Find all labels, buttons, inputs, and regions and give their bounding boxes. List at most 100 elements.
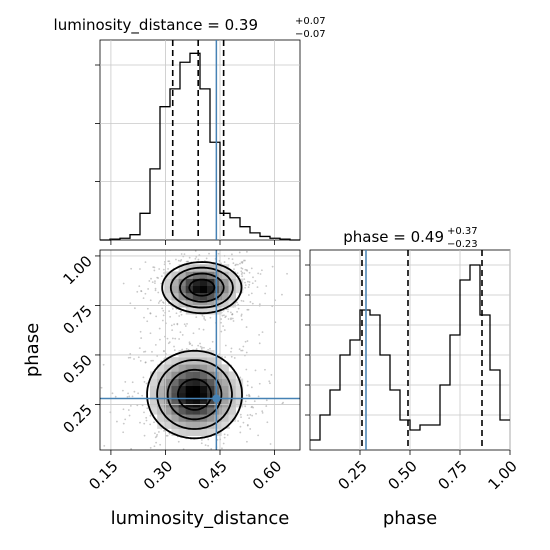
- joint-scatter-point: [161, 307, 164, 310]
- joint-density-cell: [221, 292, 229, 301]
- joint-density-cell: [228, 407, 237, 415]
- joint-scatter-point: [150, 277, 152, 280]
- joint-scatter-point: [223, 261, 226, 263]
- joint-scatter-point: [136, 290, 139, 293]
- joint-scatter-point: [240, 273, 243, 276]
- joint-scatter-point: [230, 355, 233, 358]
- joint-scatter-point: [180, 310, 183, 313]
- hist2-xtick-label: 1.00: [484, 457, 520, 493]
- joint-scatter-point: [246, 414, 249, 417]
- joint-scatter-point: [171, 337, 174, 340]
- joint-density-cell: [235, 278, 244, 287]
- joint-density-cell: [221, 421, 229, 429]
- joint-scatter-point: [204, 319, 207, 321]
- joint-scatter-point: [162, 268, 165, 271]
- joint-scatter-point: [159, 443, 162, 446]
- joint-scatter-point: [175, 312, 178, 315]
- joint-scatter-point: [250, 267, 253, 270]
- joint-density-cell: [185, 400, 194, 408]
- joint-scatter-point: [227, 308, 229, 311]
- joint-scatter-point: [188, 241, 190, 243]
- joint-density-cell: [185, 264, 194, 272]
- joint-scatter-point: [258, 382, 261, 385]
- joint-density-cell: [192, 371, 201, 379]
- joint-scatter-point: [223, 314, 225, 317]
- joint-scatter-point: [221, 314, 224, 317]
- joint-density-cell: [207, 307, 215, 315]
- joint-scatter-point: [111, 392, 114, 395]
- joint-density-cell: [185, 385, 194, 394]
- hist2-quantile-lines: [361, 250, 483, 450]
- joint-scatter-point: [248, 395, 251, 397]
- joint-density-cell: [235, 285, 244, 294]
- joint-scatter-point: [264, 292, 267, 295]
- joint-scatter-point: [201, 346, 203, 349]
- joint-scatter-point: [188, 343, 191, 345]
- joint-density-cell: [200, 350, 208, 358]
- joint-density-cell: [221, 364, 229, 372]
- joint-scatter-point: [209, 244, 211, 246]
- joint-density-cell: [164, 371, 172, 379]
- joint-scatter-point: [250, 292, 253, 295]
- joint-scatter-point: [245, 394, 248, 397]
- joint-density-cell: [171, 428, 179, 437]
- joint-scatter-point: [236, 272, 239, 274]
- joint-density-cell: [221, 300, 229, 308]
- joint-density-cell: [150, 392, 158, 401]
- joint-scatter-point: [207, 444, 210, 447]
- joint-scatter-point: [162, 301, 164, 303]
- joint-density-cell: [185, 421, 194, 429]
- joint-density-cell: [221, 278, 229, 287]
- joint-scatter-point: [230, 350, 232, 353]
- joint-scatter-point: [148, 280, 151, 282]
- joint-density-cell: [214, 371, 222, 379]
- joint-density-cell: [185, 378, 194, 387]
- joint-density-cell: [235, 385, 244, 394]
- joint-density-cell: [171, 278, 179, 287]
- joint-scatter-point: [203, 346, 205, 349]
- joint-scatter-point: [236, 263, 239, 266]
- joint-scatter-point: [149, 414, 152, 417]
- joint-scatter-point: [223, 247, 225, 249]
- joint-scatter-point: [235, 263, 238, 266]
- joint-scatter-point: [243, 272, 246, 275]
- joint-scatter-point: [197, 344, 200, 347]
- joint-density-cell: [150, 385, 158, 394]
- joint-scatter-point: [223, 436, 226, 439]
- joint-density-cell: [192, 421, 201, 429]
- joint-scatter-point: [251, 414, 254, 417]
- joint-density-cell: [185, 307, 194, 315]
- joint-scatter-point: [137, 356, 140, 359]
- joint-scatter-point: [244, 405, 247, 408]
- joint-scatter-point: [151, 281, 154, 284]
- joint-scatter-point: [141, 455, 143, 457]
- joint-scatter-point: [185, 348, 188, 350]
- joint-density-cell: [178, 285, 187, 294]
- joint-scatter-point: [239, 413, 242, 416]
- joint-density-cell: [157, 385, 165, 394]
- joint-scatter-point: [255, 412, 257, 415]
- joint-scatter-point: [116, 420, 118, 423]
- joint-scatter-point: [179, 459, 181, 461]
- joint-scatter-point: [209, 347, 211, 350]
- joint-scatter-point: [244, 281, 246, 284]
- joint-scatter-point: [100, 386, 103, 389]
- hist2-xtick-label: 0.25: [334, 457, 370, 493]
- joint-scatter-point: [140, 337, 143, 339]
- joint-scatter-point: [251, 302, 254, 305]
- joint-density-cell: [178, 292, 187, 301]
- joint-scatter-point: [169, 245, 171, 247]
- joint-scatter-point: [149, 423, 152, 426]
- joint-density-cell: [200, 400, 208, 408]
- joint-scatter-point: [193, 464, 195, 466]
- joint-scatter-point: [154, 289, 157, 292]
- joint-scatter-point: [183, 323, 186, 326]
- joint-scatter-point: [258, 303, 261, 306]
- joint-scatter-point: [177, 259, 180, 262]
- joint-scatter-point: [141, 394, 144, 397]
- joint-scatter-point: [197, 258, 200, 261]
- joint-scatter-point: [167, 268, 169, 270]
- joint-scatter-point: [258, 333, 260, 336]
- joint-scatter-point: [254, 369, 257, 372]
- joint-scatter-point: [127, 356, 130, 359]
